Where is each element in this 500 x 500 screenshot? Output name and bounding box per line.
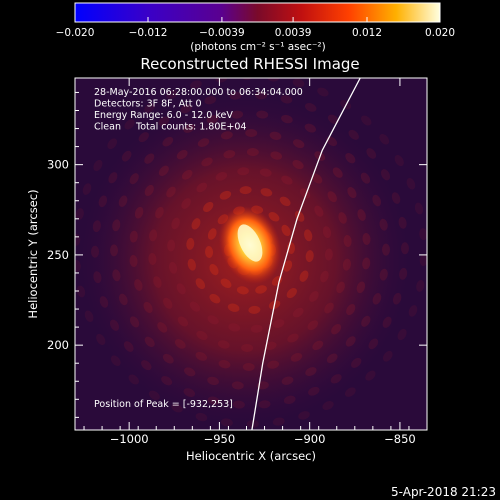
colorbar (74, 2, 441, 23)
annotation-line: 28-May-2016 06:28:00.000 to 06:34:04.000 (94, 87, 303, 98)
chart-title: Reconstructed RHESSI Image (140, 55, 359, 73)
plot-frame (74, 77, 428, 431)
colorbar-unit-label: (photons cm⁻² s⁻¹ asec⁻²) (190, 41, 325, 53)
x-axis-label: Heliocentric X (arcsec) (186, 449, 316, 463)
y-tick-label: 200 (47, 338, 69, 352)
axes: −1000 −950 −900 −850 200 250 300 (47, 78, 427, 446)
solar-limb-curve (251, 77, 361, 431)
footer-timestamp: 5-Apr-2018 21:23 (391, 485, 496, 499)
colorbar-tick-label: 0.020 (425, 27, 455, 39)
y-tick-label: 250 (47, 248, 69, 262)
x-tick-label: −900 (294, 432, 326, 446)
heatmap-image (75, 78, 427, 428)
x-tick-label: −950 (204, 432, 236, 446)
annotation-line: Energy Range: 6.0 - 12.0 keV (94, 110, 233, 121)
x-tick-label: −850 (384, 432, 416, 446)
annotation-line: Clean Total counts: 1.80E+04 (94, 122, 246, 133)
colorbar-tick-label: 0.012 (352, 27, 382, 39)
annotation-line: Detectors: 3F 8F, Att 0 (94, 99, 202, 110)
x-tick-label: −1000 (110, 432, 149, 446)
annotation-block: 28-May-2016 06:28:00.000 to 06:34:04.000… (94, 87, 303, 133)
y-axis-label: Heliocentric Y (arcsec) (26, 189, 40, 318)
colorbar-tick-label: −0.020 (56, 27, 95, 39)
peak-position-label: Position of Peak = [-932,253] (94, 399, 233, 410)
y-tick-label: 300 (47, 158, 69, 172)
colorbar-tick-label: −0.012 (129, 27, 168, 39)
colorbar-tick-label: −0.0039 (199, 27, 245, 39)
colorbar-tick-label: 0.0039 (275, 27, 312, 39)
colorbar-ticks: −0.020 −0.012 −0.0039 0.0039 0.012 0.020 (56, 17, 455, 39)
